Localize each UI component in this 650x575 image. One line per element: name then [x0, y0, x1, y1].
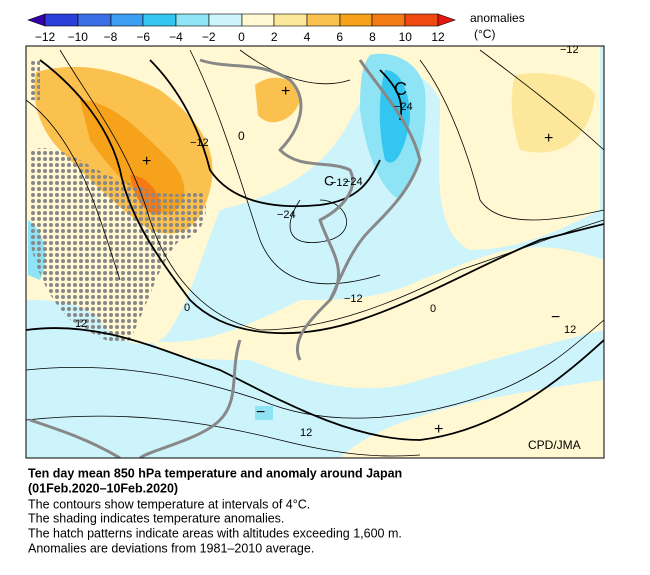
caption-period: (01Feb.2020–10Feb.2020): [28, 481, 178, 495]
symbol: +: [281, 83, 290, 100]
contour-label: −24: [394, 101, 413, 113]
legend-unit: (°C): [474, 27, 495, 41]
contour-label: 12: [75, 318, 87, 330]
contour-label: 12: [564, 324, 576, 336]
symbol: C: [394, 79, 407, 99]
caption-line: The shading indicates temperature anomal…: [28, 511, 284, 525]
caption-line: Anomalies are deviations from 1981–2010 …: [28, 541, 314, 555]
contour-label: −12: [560, 44, 579, 56]
contour-label: −12: [330, 177, 349, 189]
legend-tick-label: −6: [136, 30, 150, 44]
legend-tick-label: 12: [431, 30, 445, 44]
contour-label: 12: [300, 427, 312, 439]
contour-label: 0: [184, 302, 190, 314]
map-symbols: C C + + + + − − 0: [142, 79, 560, 438]
legend-tick-label: 10: [399, 30, 413, 44]
caption-line: The hatch patterns indicate areas with a…: [28, 526, 402, 540]
contour-labels: −12 −12 −24 −24 −24 −12 0 0 12 −12 12 12: [75, 44, 579, 439]
symbol: +: [544, 130, 553, 147]
contour-label: −24: [344, 176, 363, 188]
legend-tick-label: −10: [68, 30, 89, 44]
map: [26, 46, 604, 458]
legend-tick-label: −12: [35, 30, 56, 44]
legend-tick-label: 4: [304, 30, 311, 44]
symbol: 0: [238, 129, 245, 143]
symbol: −: [551, 309, 560, 326]
caption-line: The contours show temperature at interva…: [28, 497, 310, 511]
symbol: +: [142, 153, 151, 170]
legend-tick-label: −8: [104, 30, 118, 44]
colorbar: [27, 13, 456, 27]
contour-label: 0: [430, 303, 436, 315]
symbol: −: [256, 404, 265, 421]
contour-label: −12: [344, 293, 363, 305]
caption-title: Ten day mean 850 hPa temperature and ano…: [28, 466, 402, 480]
contour-label: −12: [190, 137, 209, 149]
legend-tick-label: 8: [369, 30, 376, 44]
legend-tick-label: 0: [238, 30, 245, 44]
legend-tick-label: 2: [271, 30, 278, 44]
legend-title: anomalies: [470, 11, 525, 25]
map-frame: [25, 45, 605, 459]
legend-tick-label: −4: [169, 30, 183, 44]
legend-tick-label: −2: [202, 30, 216, 44]
credit: CPD/JMA: [528, 438, 581, 452]
symbol: C: [324, 173, 334, 189]
contour-label: −24: [277, 209, 296, 221]
legend-tick-label: 6: [336, 30, 343, 44]
symbol: +: [434, 421, 443, 438]
